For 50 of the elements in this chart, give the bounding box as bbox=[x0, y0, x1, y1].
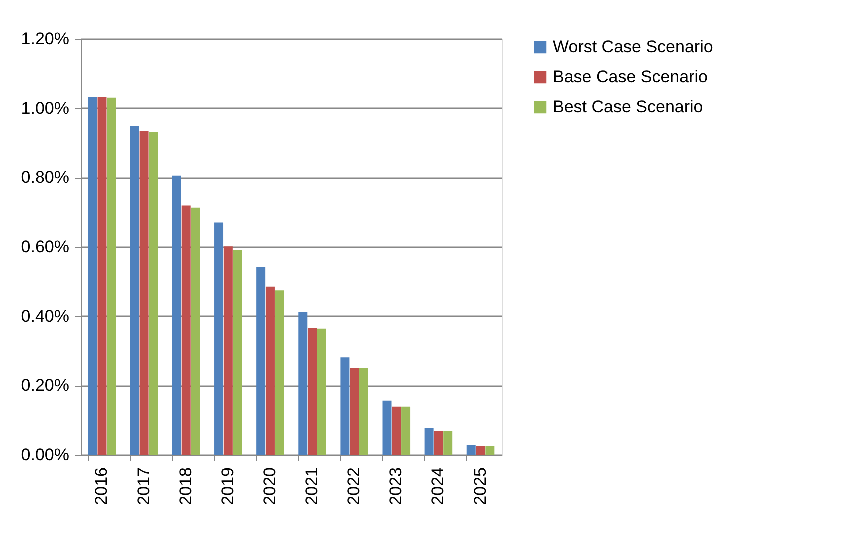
bar bbox=[224, 246, 233, 455]
x-tick-label: 2024 bbox=[428, 468, 448, 506]
bar bbox=[434, 431, 444, 455]
y-tick-label: 0.00% bbox=[21, 446, 70, 464]
legend-label: Best Case Scenario bbox=[553, 98, 704, 116]
x-tick-label: 2019 bbox=[218, 468, 238, 506]
x-tick-label: 2017 bbox=[134, 468, 154, 506]
bar bbox=[476, 446, 486, 455]
bar bbox=[214, 222, 224, 455]
bar bbox=[444, 431, 453, 455]
y-tick-label: 1.20% bbox=[21, 30, 70, 48]
legend-label: Base Case Scenario bbox=[553, 68, 708, 86]
bar bbox=[140, 131, 149, 455]
bar bbox=[88, 97, 98, 455]
bar bbox=[107, 98, 116, 455]
bar bbox=[266, 286, 275, 455]
legend-label: Worst Case Scenario bbox=[553, 38, 714, 56]
bar bbox=[466, 445, 476, 455]
bar bbox=[130, 126, 140, 455]
y-tick-label: 1.00% bbox=[21, 98, 70, 118]
y-tick-label: 0.20% bbox=[21, 376, 70, 396]
y-tick-label: 0.60% bbox=[21, 238, 70, 256]
x-tick-label: 2022 bbox=[344, 468, 364, 506]
bar bbox=[182, 206, 191, 455]
bar bbox=[486, 446, 495, 455]
bar bbox=[256, 267, 266, 455]
bar bbox=[359, 368, 368, 455]
x-tick-label: 2023 bbox=[386, 468, 406, 506]
bar bbox=[350, 368, 360, 455]
bar bbox=[172, 176, 182, 455]
bar bbox=[382, 400, 392, 455]
bar bbox=[308, 328, 318, 455]
bar bbox=[98, 97, 107, 455]
x-tick-label: 2025 bbox=[470, 468, 490, 506]
bar bbox=[402, 406, 411, 455]
bar bbox=[191, 208, 200, 455]
bar bbox=[392, 406, 402, 455]
bar bbox=[424, 428, 434, 455]
bar bbox=[317, 328, 326, 455]
x-tick-label: 2018 bbox=[176, 468, 196, 506]
x-tick-label: 2016 bbox=[92, 468, 112, 506]
y-tick-label: 0.40% bbox=[21, 306, 70, 326]
bar bbox=[298, 312, 308, 455]
bar bbox=[149, 132, 158, 455]
y-tick-label: 0.80% bbox=[21, 168, 70, 188]
bar bbox=[340, 358, 350, 455]
bar bbox=[233, 250, 242, 455]
x-tick-label: 2020 bbox=[260, 468, 280, 506]
bar bbox=[275, 290, 284, 455]
x-tick-label: 2021 bbox=[302, 468, 322, 506]
